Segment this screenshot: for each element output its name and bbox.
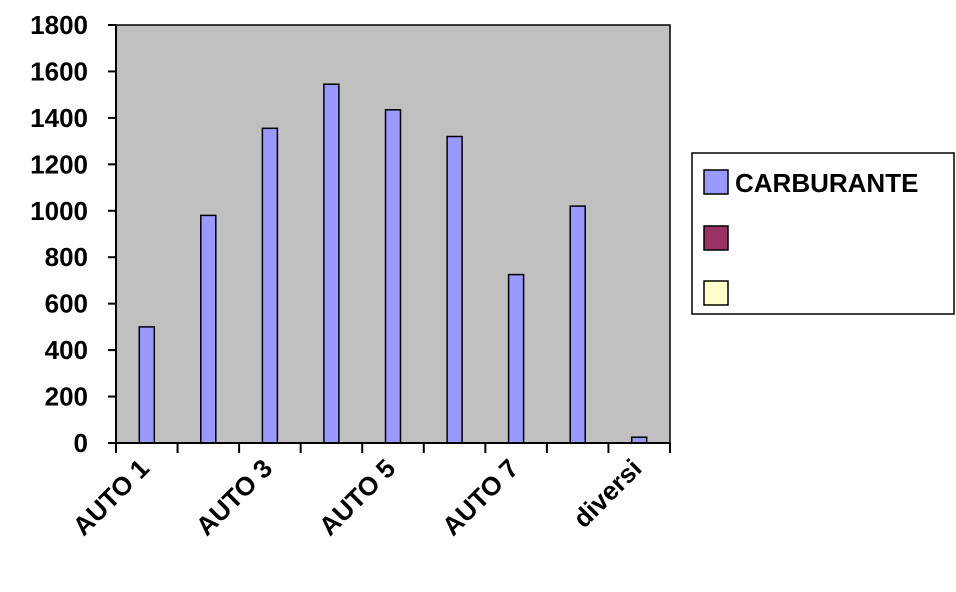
bars [138,83,648,444]
y-tick-label: 600 [45,289,88,319]
y-tick-label: 1000 [30,196,88,226]
y-tick-label: 1600 [30,56,88,86]
bar-auto-5 [384,109,402,444]
y-tick-label: 1200 [30,149,88,179]
legend-label-carburante: CARBURANTE [735,168,918,198]
bar-auto-7 [507,273,525,444]
y-tick-label: 0 [74,428,88,458]
y-tick-label: 800 [45,242,88,272]
x-tick-label: AUTO 3 [190,453,278,541]
legend-box [691,152,955,315]
x-axis-ticks: AUTO 1 AUTO 3 AUTO 5 AUTO 7 diversi [67,443,671,541]
y-tick-label: 400 [45,335,88,365]
legend-swatch-2 [703,225,729,251]
legend: CARBURANTE [691,152,955,315]
x-tick-label: diversi [567,453,647,533]
legend-swatch-3 [703,280,729,306]
y-axis-ticks: 0 200 400 600 800 1000 1200 1400 1600 1800 [30,10,116,458]
x-tick-label: AUTO 5 [313,453,401,541]
bar-auto-1 [138,326,156,444]
bar-auto-6 [446,135,463,444]
legend-swatch-carburante [703,169,729,195]
x-tick-label: AUTO 7 [436,453,524,541]
y-tick-label: 1400 [30,103,88,133]
bar-auto-3 [261,127,279,444]
bar-auto-4 [323,83,340,444]
bar-auto-8 [569,205,586,444]
bar-auto-2 [200,214,217,444]
y-tick-label: 1800 [30,10,88,40]
x-tick-label: AUTO 1 [67,453,155,541]
y-tick-label: 200 [45,382,88,412]
